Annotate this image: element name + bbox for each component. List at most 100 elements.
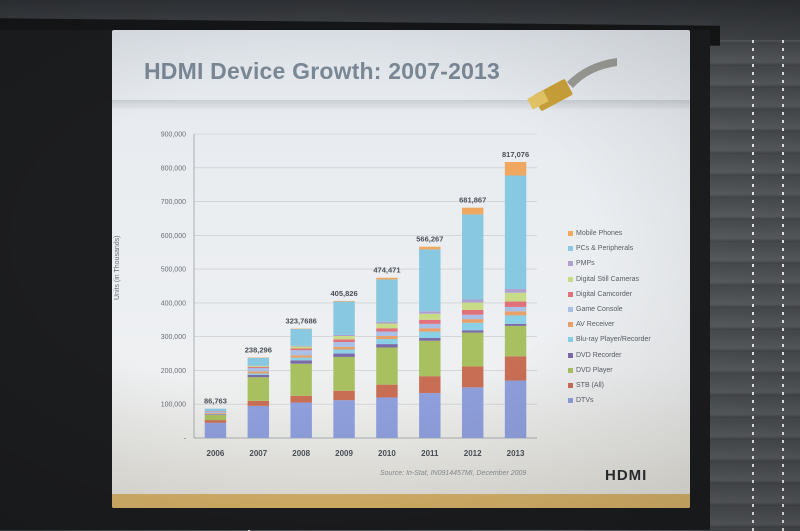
legend-item: Digital Still Cameras bbox=[568, 272, 651, 287]
bar-segment bbox=[419, 323, 441, 329]
legend-item: AV Receiver bbox=[568, 317, 651, 332]
bar-segment bbox=[376, 277, 398, 280]
bar-segment bbox=[504, 306, 527, 312]
bar-segment bbox=[461, 299, 484, 303]
y-tick-label: 700,000 bbox=[161, 199, 186, 206]
total-label: 238,296 bbox=[245, 346, 272, 355]
legend-item: Game Console bbox=[568, 302, 651, 317]
bar-segment bbox=[333, 400, 355, 438]
bar-segment bbox=[376, 397, 398, 438]
bar-segment bbox=[376, 331, 398, 336]
bar-segment bbox=[461, 332, 484, 367]
bar-segment bbox=[333, 300, 355, 302]
bar-segment bbox=[290, 357, 312, 361]
legend-label: DVD Recorder bbox=[576, 351, 622, 359]
legend-swatch bbox=[568, 231, 573, 237]
bar-segment bbox=[504, 323, 527, 326]
bar-segment bbox=[290, 348, 312, 351]
bar-segment bbox=[204, 408, 227, 411]
legend-label: Digital Still Cameras bbox=[576, 275, 640, 283]
bar-segment bbox=[204, 420, 227, 423]
y-tick-label: 200,000 bbox=[161, 368, 186, 375]
x-tick-label: 2013 bbox=[507, 449, 525, 458]
bar-segment bbox=[461, 314, 484, 320]
legend-swatch bbox=[568, 352, 573, 358]
legend-item: PCs & Peripherals bbox=[568, 241, 651, 256]
y-tick-label: 900,000 bbox=[161, 132, 186, 139]
bar-segment bbox=[376, 339, 398, 345]
bar-segment bbox=[333, 353, 355, 357]
slide-title: HDMI Device Growth: 2007-2013 bbox=[144, 58, 501, 84]
legend-item: DVD Player bbox=[568, 363, 651, 378]
legend-swatch bbox=[568, 322, 573, 328]
bar-segment bbox=[419, 313, 441, 320]
bar-segment bbox=[247, 368, 270, 372]
bar-segment bbox=[419, 249, 441, 312]
legend-label: PCs & Peripherals bbox=[576, 245, 634, 253]
bar-segment bbox=[376, 323, 398, 329]
bar-segment bbox=[419, 376, 441, 394]
bar-segment bbox=[376, 384, 398, 398]
title-rule bbox=[112, 100, 690, 110]
legend-item: DTVs bbox=[568, 393, 651, 408]
source-note: Source: In-Stat, IN0914457MI, December 2… bbox=[380, 470, 527, 477]
bar-segment bbox=[290, 395, 312, 403]
bar-segment bbox=[461, 319, 484, 323]
bar-segment bbox=[419, 340, 441, 377]
bar-segment bbox=[290, 328, 312, 346]
bar-segment bbox=[333, 335, 355, 340]
bar-segment bbox=[504, 292, 527, 302]
bar-segment bbox=[247, 357, 270, 366]
bar-segment bbox=[419, 319, 441, 324]
legend-swatch bbox=[568, 337, 573, 343]
bar-segment bbox=[504, 325, 527, 357]
bar-segment bbox=[504, 289, 527, 293]
bar-segment bbox=[419, 393, 441, 438]
total-label: 323,7686 bbox=[286, 317, 317, 326]
bar-segment bbox=[376, 321, 398, 324]
bar-segment bbox=[333, 339, 355, 343]
legend-swatch bbox=[568, 382, 573, 388]
total-label: 817,076 bbox=[502, 150, 529, 159]
bar-segment bbox=[461, 207, 484, 215]
bar-segment bbox=[504, 175, 527, 290]
bar-segment bbox=[504, 315, 527, 324]
legend-swatch bbox=[568, 367, 573, 373]
bar-segment bbox=[204, 413, 227, 415]
bar-segment bbox=[247, 405, 270, 438]
x-axis-ticks: 2006 2007 2008 2009 2010 2011 2012 2013 bbox=[207, 449, 525, 458]
bar-segment bbox=[333, 301, 355, 335]
background-wall bbox=[700, 0, 800, 531]
y-tick-label: 500,000 bbox=[161, 267, 186, 274]
hdmi-connector-icon bbox=[527, 58, 617, 111]
total-label: 405,826 bbox=[331, 289, 358, 298]
bar-segment bbox=[290, 402, 312, 438]
bar-segment bbox=[204, 411, 227, 414]
x-tick-label: 2008 bbox=[292, 449, 310, 458]
legend-swatch bbox=[568, 246, 573, 252]
legend-swatch bbox=[568, 261, 573, 267]
slide-footer-strip bbox=[112, 494, 690, 508]
bar-segment bbox=[376, 328, 398, 332]
bar-segment bbox=[461, 309, 484, 315]
bar-segment bbox=[504, 380, 527, 438]
bar-segment bbox=[247, 373, 270, 375]
legend-label: DVD Player bbox=[576, 366, 613, 374]
bar-segment bbox=[333, 346, 355, 350]
y-axis-label: Units (in Thousands) bbox=[114, 235, 121, 300]
total-label: 681,867 bbox=[459, 196, 486, 205]
bar-segment bbox=[290, 350, 312, 356]
legend-label: Blu-ray Player/Recorder bbox=[576, 336, 651, 344]
legend-label: Mobile Phones bbox=[576, 230, 623, 238]
legend-label: Game Console bbox=[576, 306, 623, 314]
bar-segment bbox=[419, 311, 441, 314]
y-tick-label: 600,000 bbox=[161, 233, 186, 240]
legend-label: PMPs bbox=[576, 260, 595, 268]
bar-segment bbox=[290, 346, 312, 349]
bar-segment bbox=[419, 331, 441, 339]
legend-label: AV Receiver bbox=[576, 321, 615, 329]
bar-segment bbox=[290, 355, 312, 358]
bar-segment bbox=[376, 335, 398, 340]
bar-segment bbox=[504, 356, 527, 381]
bar-segment bbox=[333, 349, 355, 354]
